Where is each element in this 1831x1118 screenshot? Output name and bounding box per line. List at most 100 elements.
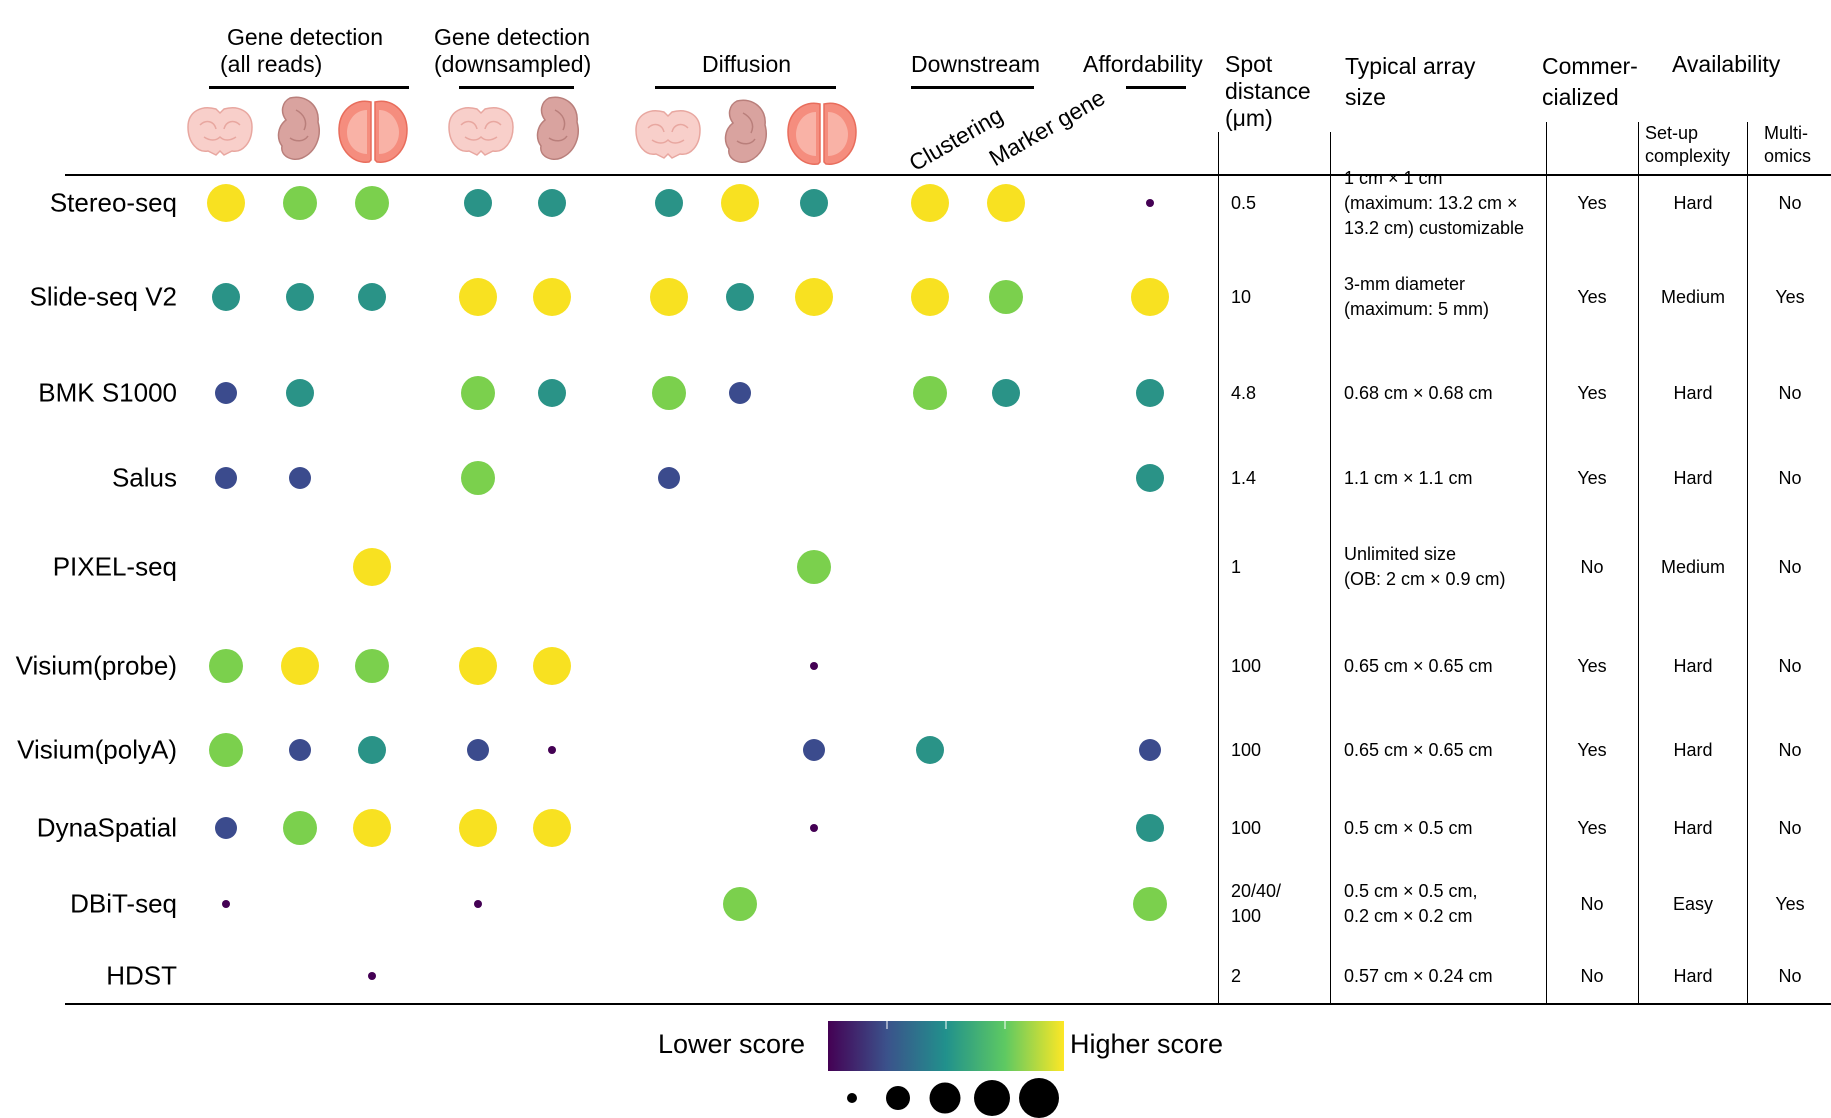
commercialized-cell: No: [1580, 556, 1604, 577]
score-dot-gd_all_brain: [215, 382, 237, 404]
score-dot-diff_embryo: [729, 382, 751, 404]
divider-commercialized: [1546, 122, 1547, 1004]
score-dot-gd_all_brain: [215, 467, 237, 489]
row-label: DBiT-seq: [70, 888, 177, 919]
score-dot-gd_all_ob: [358, 736, 386, 764]
array-size-cell: 0.68 cm × 0.68 cm: [1344, 381, 1493, 406]
header-underline-downstream: [911, 86, 1034, 89]
array-size-cell: 0.65 cm × 0.65 cm: [1344, 654, 1493, 679]
array-size-line: (maximum: 5 mm): [1344, 299, 1489, 319]
score-dot-affordability: [1146, 199, 1154, 207]
table-top-rule: [65, 174, 1831, 176]
score-dot-affordability: [1131, 278, 1169, 316]
header-underline-gd-all: [209, 86, 409, 89]
header-underline-gd-down: [459, 86, 574, 89]
array-size-line: 0.65 cm × 0.65 cm: [1344, 655, 1493, 676]
score-dot-gd_down_embryo: [548, 746, 556, 754]
commercialized-cell: Yes: [1577, 192, 1607, 213]
commercialized-cell: No: [1580, 893, 1604, 914]
setup-cell: Hard: [1673, 467, 1713, 488]
array-size-line: 0.57 cm × 0.24 cm: [1344, 965, 1493, 986]
header-array-size: Typical array size: [1345, 51, 1475, 113]
header-multiomics: Multi- omics: [1764, 122, 1811, 168]
row-label: Salus: [111, 462, 177, 493]
setup-cell: Hard: [1673, 382, 1713, 403]
setup-cell: Medium: [1660, 556, 1726, 577]
array-size-line: 0.5 cm × 0.5 cm: [1344, 817, 1473, 838]
spot-distance-cell: 100: [1231, 654, 1261, 679]
score-dot-gd_down_embryo: [533, 647, 571, 685]
legend-size-dot: [974, 1080, 1010, 1116]
spot-distance-line: 1: [1231, 556, 1242, 577]
score-dot-marker_gene: [989, 280, 1023, 314]
multiomics-cell: No: [1778, 655, 1802, 676]
array-size-line: (OB: 2 cm × 0.9 cm): [1344, 569, 1506, 589]
score-dot-gd_down_brain: [467, 739, 489, 761]
header-spot-distance: Spot distance (μm): [1225, 51, 1311, 132]
spot-distance-line: 10: [1231, 286, 1252, 307]
score-dot-diff_brain: [650, 278, 688, 316]
array-size-cell: 3-mm diameter (maximum: 5 mm): [1344, 272, 1489, 322]
header-array-line1: Typical array: [1345, 53, 1476, 79]
score-dot-gd_down_brain: [459, 647, 497, 685]
score-dot-gd_all_embryo: [286, 379, 314, 407]
spot-distance-cell: 1: [1231, 555, 1241, 580]
spot-distance-cell: 20/40/100: [1231, 879, 1281, 929]
divider-setup: [1638, 122, 1639, 1004]
spot-distance-line: 20/40/: [1231, 881, 1282, 901]
header-array-line2: size: [1345, 84, 1386, 110]
score-dot-gd_all_embryo: [283, 186, 317, 220]
divider-spot: [1218, 132, 1219, 1004]
score-dot-clustering: [913, 376, 947, 410]
array-size-cell: 0.65 cm × 0.65 cm: [1344, 738, 1493, 763]
divider-multiomics: [1747, 122, 1748, 1004]
score-dot-clustering: [911, 184, 949, 222]
score-dot-affordability: [1136, 814, 1164, 842]
score-dot-gd_all_embryo: [286, 283, 314, 311]
row-label: HDST: [106, 960, 177, 991]
divider-array: [1330, 132, 1331, 1004]
spot-distance-cell: 10: [1231, 285, 1251, 310]
array-size-line: 13.2 cm) customizable: [1344, 217, 1525, 238]
score-dot-affordability: [1133, 887, 1167, 921]
score-dot-gd_down_brain: [461, 461, 495, 495]
row-label: Stereo-seq: [49, 187, 177, 218]
header-commercialized-line1: Commer-: [1542, 53, 1638, 79]
setup-cell: Hard: [1673, 739, 1713, 760]
score-dot-gd_all_embryo: [289, 467, 311, 489]
header-commercialized: Commer- cialized: [1542, 51, 1638, 113]
row-label: BMK S1000: [38, 377, 177, 408]
score-dot-gd_all_brain: [209, 649, 243, 683]
score-dot-gd_down_embryo: [533, 278, 571, 316]
score-dot-diff_ob: [810, 662, 818, 670]
legend-size-dot: [847, 1093, 857, 1103]
score-dot-diff_embryo: [726, 283, 754, 311]
score-dot-diff_brain: [652, 376, 686, 410]
multiomics-cell: No: [1778, 817, 1802, 838]
score-dot-diff_ob: [803, 739, 825, 761]
header-gene-detection-all-line2: (all reads): [220, 51, 323, 77]
spot-distance-cell: 2: [1231, 964, 1241, 989]
score-dot-gd_down_brain: [461, 376, 495, 410]
header-spot-line2: distance: [1225, 78, 1311, 104]
spot-distance-cell: 4.8: [1231, 381, 1256, 406]
score-dot-gd_down_brain: [459, 278, 497, 316]
spot-distance-line: 100: [1231, 655, 1262, 676]
score-dot-gd_all_brain: [207, 184, 245, 222]
score-dot-gd_down_brain: [464, 189, 492, 217]
multiomics-cell: Yes: [1775, 286, 1805, 307]
header-underline-diffusion: [655, 86, 836, 89]
header-setup-complexity: Set-up complexity: [1645, 122, 1730, 168]
spot-distance-cell: 100: [1231, 738, 1261, 763]
multiomics-cell: No: [1778, 192, 1802, 213]
score-dot-gd_down_embryo: [538, 379, 566, 407]
score-dot-gd_all_ob: [353, 548, 391, 586]
legend-size-dot: [929, 1082, 961, 1114]
legend-lower-score: Lower score: [658, 1029, 806, 1059]
score-dot-clustering: [916, 736, 944, 764]
score-dot-diff_brain: [655, 189, 683, 217]
score-dot-marker_gene: [992, 379, 1020, 407]
commercialized-cell: Yes: [1577, 467, 1607, 488]
score-dot-clustering: [911, 278, 949, 316]
header-multiomics-line2: omics: [1764, 146, 1812, 166]
